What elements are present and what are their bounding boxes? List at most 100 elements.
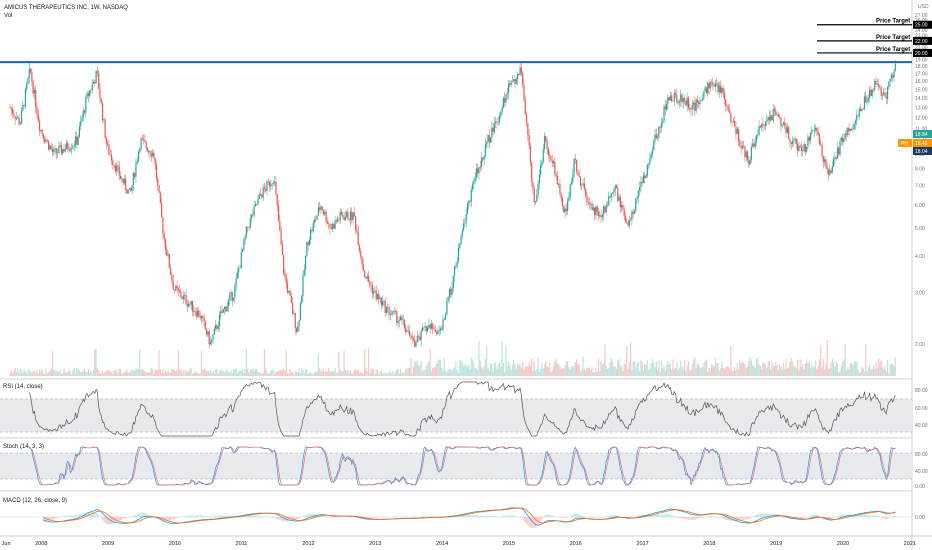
candle-body <box>418 336 420 337</box>
volume-bar <box>199 372 201 376</box>
price-tick: 2.00 <box>915 342 925 348</box>
macd-hist-bar <box>230 515 232 517</box>
volume-bar <box>858 373 860 376</box>
candle-body <box>564 208 566 213</box>
candle-body <box>739 141 741 146</box>
macd-hist-bar <box>744 517 746 520</box>
candle-body <box>409 330 411 336</box>
candle-body <box>303 269 305 276</box>
candle-body <box>705 87 708 94</box>
macd-hist-bar <box>245 515 247 517</box>
volume-bar <box>328 368 330 376</box>
volume-bar <box>109 371 111 376</box>
volume-bar <box>621 367 623 376</box>
volume-bar <box>9 372 11 376</box>
candle-body <box>185 295 187 304</box>
volume-bar <box>465 364 467 376</box>
macd-hist-bar <box>81 513 83 517</box>
volume-bar <box>394 371 397 376</box>
macd-hist-bar <box>654 514 656 517</box>
macd-hist-bar <box>298 517 300 519</box>
candle-body <box>41 129 43 135</box>
macd-hist-bar <box>536 517 538 527</box>
macd-hist-bar <box>486 515 488 517</box>
macd-hist-bar <box>375 517 377 518</box>
candle-body <box>817 131 819 135</box>
volume-bar <box>453 367 456 376</box>
volume-bar <box>534 370 537 376</box>
macd-hist-bar <box>188 515 190 517</box>
macd-hist-bar <box>559 517 561 518</box>
macd-hist-bar <box>560 517 562 518</box>
volume-bar <box>231 372 233 376</box>
candle-body <box>498 115 501 122</box>
volume-bar <box>708 367 710 376</box>
macd-hist-bar <box>308 514 310 517</box>
volume-bar <box>176 369 178 376</box>
volume-bar <box>89 373 91 376</box>
volume-bar <box>677 370 679 376</box>
candle-body <box>96 71 98 74</box>
volume-bar <box>515 368 517 376</box>
volume-bar <box>540 368 542 376</box>
price-target-label: Price Target <box>876 35 910 41</box>
volume-bar <box>790 357 792 376</box>
candle-body <box>651 150 654 155</box>
time-tick: 2016 <box>570 541 582 547</box>
macd-hist-bar <box>614 515 616 517</box>
candle-body <box>487 134 489 142</box>
volume-bar <box>892 364 894 376</box>
time-tick: 2019 <box>770 541 782 547</box>
volume-bar <box>331 370 334 376</box>
macd-hist-bar <box>686 517 688 520</box>
macd-hist-bar <box>759 513 761 517</box>
candle-body <box>65 142 68 149</box>
volume-bar <box>439 359 442 376</box>
stoch-pane[interactable]: Stoch (14, 3, 3) 80.00 40.00 0.00 <box>0 444 928 490</box>
volume-bar <box>161 372 163 376</box>
candle-body <box>81 118 83 122</box>
volume-bar <box>46 373 48 376</box>
macd-pane[interactable]: MACD (12, 26, close, 9) 0.00 <box>0 498 925 529</box>
candle-body <box>114 165 116 172</box>
volume-bar <box>103 373 105 376</box>
macd-hist-bar <box>120 517 122 520</box>
candle-body <box>457 247 460 262</box>
candle-body <box>80 121 82 127</box>
candle-body <box>586 195 588 203</box>
candle-body <box>104 119 106 138</box>
candle-body <box>348 219 350 221</box>
volume-bar <box>141 369 143 376</box>
time-axis[interactable]: Jun 2008 2009 2010 2011 2012 2013 2014 2015 2016 2… <box>2 541 916 547</box>
candle-body <box>788 127 790 140</box>
candle-body <box>344 216 346 221</box>
macd-hist-bar <box>473 515 475 517</box>
volume-bar <box>293 373 295 376</box>
volume-bar <box>427 363 429 376</box>
candle-body <box>848 127 850 131</box>
candle-body <box>604 206 606 213</box>
volume-bar <box>252 368 254 376</box>
rsi-pane[interactable]: RSI (14, close) 80.00 60.00 40.00 <box>0 381 928 437</box>
macd-hist-bar <box>505 515 507 517</box>
volume-bar <box>725 367 727 376</box>
macd-hist-bar <box>747 517 749 519</box>
volume-bar <box>321 371 323 376</box>
candle-body <box>594 207 596 216</box>
candle-body <box>98 73 100 89</box>
macd-hist-bar <box>880 517 882 518</box>
candle-body <box>510 81 512 86</box>
macd-hist-bar <box>98 514 100 517</box>
price-axis[interactable]: 27.0026.0025.0024.0023.0022.0021.0020.00… <box>915 13 928 348</box>
candle-body <box>886 86 889 99</box>
macd-hist-bar <box>777 515 779 517</box>
volume-bar <box>781 369 783 376</box>
macd-hist-bar <box>158 517 160 520</box>
volume-bar <box>348 372 350 376</box>
candle-body <box>425 326 427 332</box>
candle-body <box>464 223 466 224</box>
candle-body <box>477 168 479 174</box>
volume-bar <box>217 373 219 376</box>
